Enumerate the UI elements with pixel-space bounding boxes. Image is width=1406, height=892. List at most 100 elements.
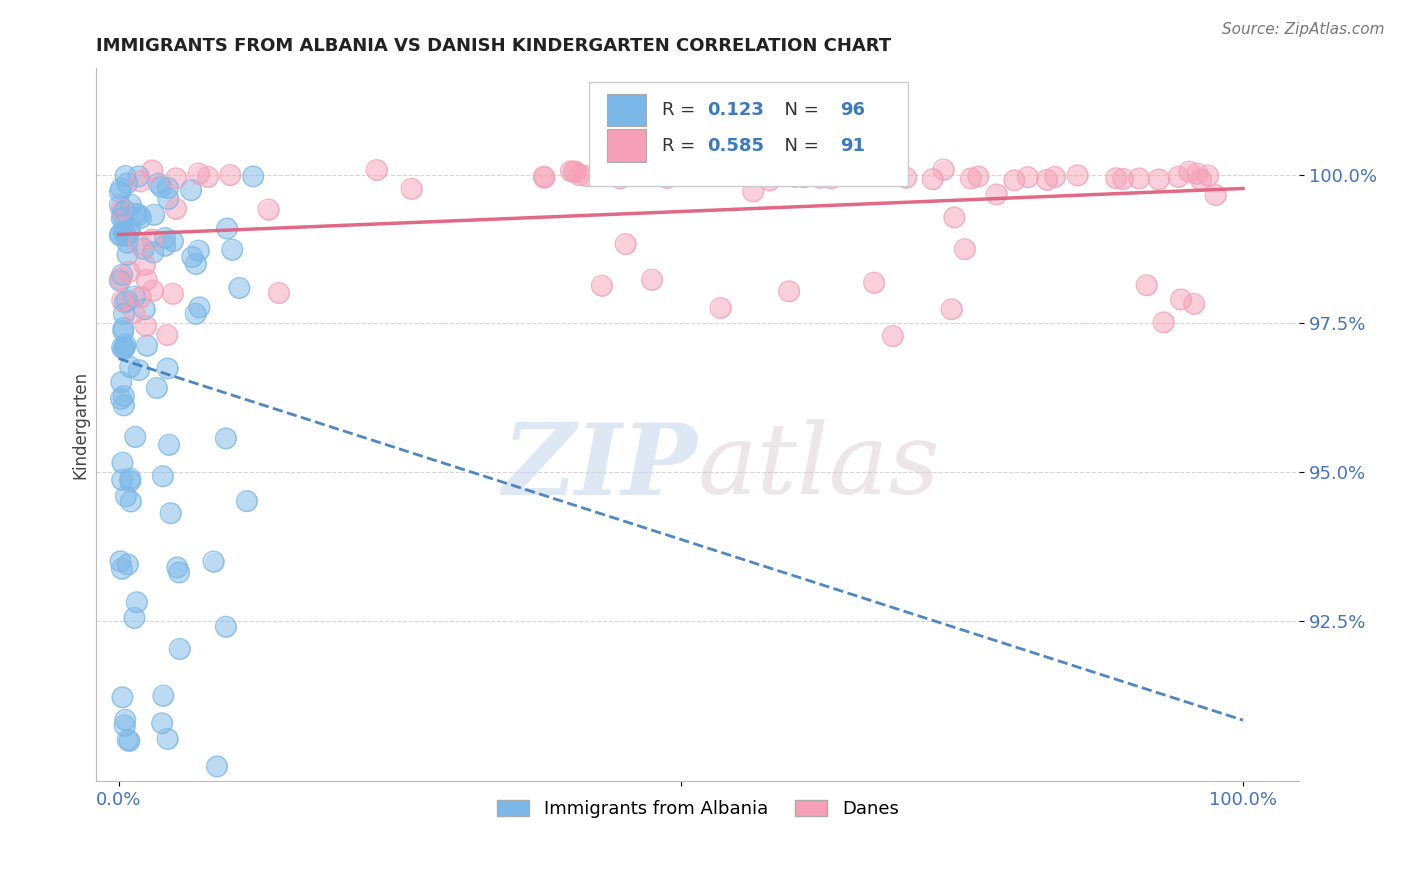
Point [1182, 297, 1205, 311]
Point [120, 474, 142, 488]
Point [221, 243, 243, 257]
Point [793, 170, 815, 185]
Point [112, 342, 135, 356]
Point [742, 185, 765, 199]
Point [124, 430, 146, 444]
Point [114, 340, 136, 354]
Point [696, 163, 718, 178]
Point [165, 202, 187, 216]
Point [111, 562, 134, 576]
Point [114, 340, 136, 354]
Point [122, 305, 145, 319]
Point [128, 169, 150, 184]
Point [120, 494, 142, 508]
Point [188, 301, 211, 315]
Point [112, 223, 135, 237]
Point [110, 554, 132, 568]
Point [162, 234, 184, 248]
Point [156, 731, 179, 746]
Point [111, 293, 134, 308]
Point [110, 202, 132, 217]
Point [1128, 171, 1150, 186]
Point [118, 734, 141, 748]
Point [1178, 164, 1201, 178]
Point [180, 183, 202, 197]
Point [152, 689, 174, 703]
Point [115, 177, 138, 191]
Point [143, 208, 166, 222]
Point [153, 238, 176, 252]
Point [236, 494, 259, 508]
Point [562, 164, 585, 178]
Point [641, 273, 664, 287]
Point [110, 375, 132, 389]
Point [125, 207, 148, 221]
Text: R =: R = [662, 136, 700, 154]
Point [921, 172, 943, 186]
Point [114, 169, 136, 183]
Point [112, 223, 135, 237]
Point [641, 165, 664, 179]
Point [114, 337, 136, 351]
Point [142, 245, 165, 260]
Point [112, 307, 135, 321]
Point [125, 207, 148, 221]
Point [111, 341, 134, 355]
Point [1136, 278, 1159, 293]
Point [162, 286, 184, 301]
Point [110, 181, 132, 195]
Point [120, 197, 142, 211]
Point [657, 170, 679, 185]
Point [943, 211, 966, 225]
Point [132, 242, 155, 256]
Point [941, 302, 963, 317]
Point [690, 162, 713, 177]
Point [1153, 315, 1175, 329]
Point [959, 171, 981, 186]
Point [1189, 173, 1212, 187]
Point [575, 169, 598, 183]
Point [1197, 169, 1219, 183]
Point [366, 163, 388, 178]
Point [1167, 169, 1189, 184]
Point [108, 198, 131, 212]
Point [141, 163, 163, 178]
Point [122, 305, 145, 319]
Point [112, 227, 135, 241]
Point [114, 295, 136, 310]
Point [157, 438, 180, 452]
Point [111, 268, 134, 282]
Point [1147, 172, 1170, 186]
Point [120, 222, 142, 236]
Point [112, 389, 135, 403]
Point [114, 228, 136, 243]
Point [148, 177, 170, 191]
Point [863, 276, 886, 290]
Point [108, 198, 131, 212]
Point [1170, 293, 1192, 307]
Point [166, 560, 188, 574]
Text: 0.123: 0.123 [707, 101, 765, 119]
FancyBboxPatch shape [607, 94, 645, 127]
Point [184, 307, 207, 321]
Point [110, 227, 132, 241]
Point [165, 202, 187, 216]
Point [112, 398, 135, 412]
Point [1205, 188, 1227, 202]
Point [112, 324, 135, 338]
Point [720, 165, 742, 179]
Point [820, 171, 842, 186]
Point [205, 759, 228, 773]
Point [162, 234, 184, 248]
Point [215, 431, 238, 445]
Point [401, 182, 423, 196]
Point [124, 289, 146, 303]
Point [141, 232, 163, 246]
Point [108, 274, 131, 288]
Point [690, 162, 713, 177]
Point [114, 228, 136, 243]
Point [959, 171, 981, 186]
Point [112, 389, 135, 403]
Point [135, 273, 157, 287]
Point [806, 168, 828, 182]
